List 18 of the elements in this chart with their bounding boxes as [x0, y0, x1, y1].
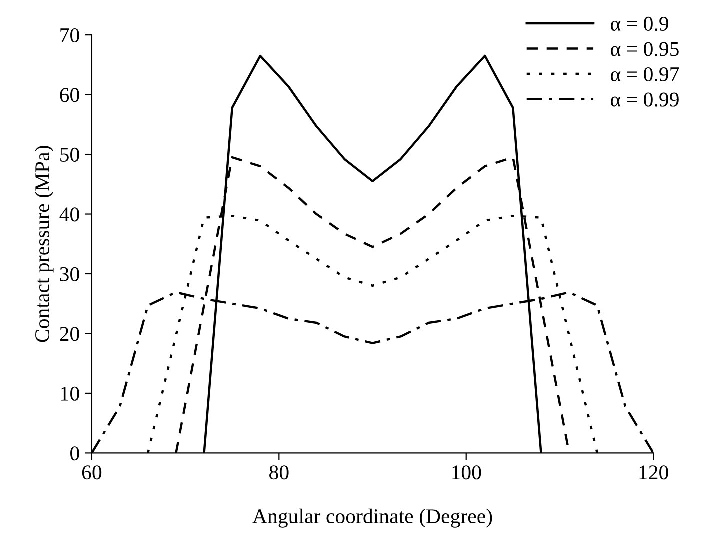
x-tick-label: 60 — [82, 466, 102, 480]
y-axis-title: Contact pressure (MPa) — [34, 146, 54, 342]
y-tick-label: 60 — [60, 88, 80, 102]
legend-label: α = 0.97 — [610, 67, 680, 82]
legend-label: α = 0.99 — [610, 92, 679, 107]
y-tick-label: 0 — [70, 446, 80, 461]
y-tick-label: 30 — [60, 267, 80, 282]
x-tick-label: 120 — [640, 466, 668, 480]
legend-label: α = 0.9 — [610, 16, 668, 32]
x-tick-label: 100 — [452, 466, 482, 480]
x-axis-title: Angular coordinate (Degree) — [252, 508, 492, 528]
y-tick-label: 10 — [61, 386, 80, 401]
y-tick-label: 70 — [60, 28, 80, 43]
x-tick-label: 80 — [270, 466, 289, 480]
y-tick-label: 20 — [60, 327, 80, 342]
y-tick-label: 40 — [60, 208, 80, 222]
legend-label: α = 0.95 — [610, 42, 679, 56]
y-tick-label: 50 — [60, 148, 80, 162]
